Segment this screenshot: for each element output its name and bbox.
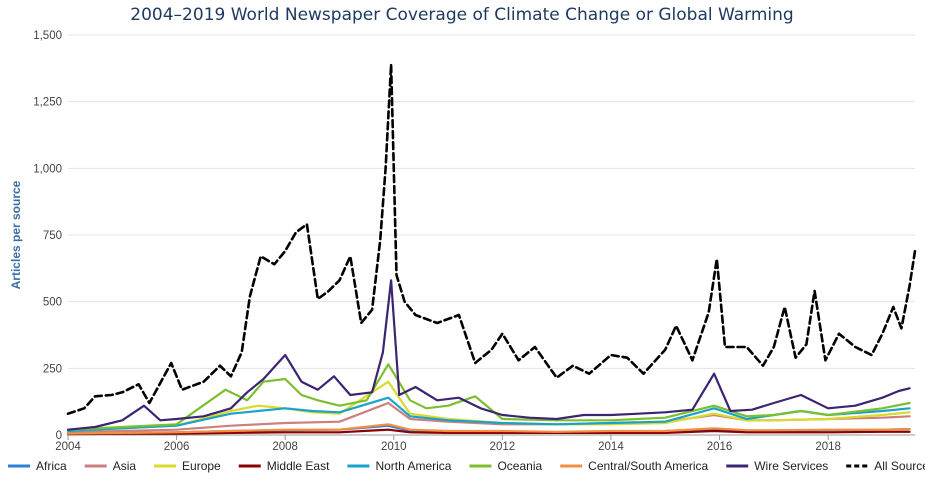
legend-item-north-america: North America xyxy=(347,459,452,473)
legend-item-central-south-america: Central/South America xyxy=(560,459,709,473)
series-layer xyxy=(66,63,917,436)
y-tick-label: 500 xyxy=(43,297,62,309)
series-line-middle-east xyxy=(66,428,911,436)
legend-label: North America xyxy=(375,459,451,473)
series-line-wire-services xyxy=(66,279,911,431)
legend-label: Africa xyxy=(36,459,67,473)
legend-label: Asia xyxy=(113,459,137,473)
axis-layer: 0 250 500 750 1,000 1,250 1,500 2004 2006 2008 201… xyxy=(33,30,915,453)
legend-label: Wire Services xyxy=(754,459,828,473)
x-tick-label: 2012 xyxy=(490,441,516,453)
legend-label: Middle East xyxy=(267,459,330,473)
legend-item-asia: Asia xyxy=(84,459,137,473)
legend-label: Europe xyxy=(182,459,221,473)
series-line-oceania xyxy=(66,363,911,431)
y-tick-label: 0 xyxy=(56,430,62,442)
legend-item-wire-services: Wire Services xyxy=(726,459,828,473)
x-tick-label: 2018 xyxy=(815,441,841,453)
x-tick-label: 2010 xyxy=(381,441,407,453)
series-line-all-sources-combined xyxy=(66,63,917,415)
x-tick-label: 2008 xyxy=(272,441,298,453)
y-tick-label: 1,500 xyxy=(33,30,62,42)
x-tick-label: 2006 xyxy=(164,441,190,453)
x-tick-label: 2004 xyxy=(55,441,81,453)
y-tick-label: 250 xyxy=(43,363,62,375)
y-tick-label: 750 xyxy=(43,230,62,242)
y-tick-label: 1,250 xyxy=(33,97,62,109)
legend-item-middle-east: Middle East xyxy=(238,459,330,473)
chart-title: 2004–2019 World Newspaper Coverage of Cl… xyxy=(130,5,793,25)
y-tick-label: 1,000 xyxy=(33,163,62,175)
x-tick-label: 2016 xyxy=(707,441,733,453)
legend-label: All Sources Combined xyxy=(874,459,925,473)
legend-item-europe: Europe xyxy=(154,459,221,473)
legend-label: Oceania xyxy=(497,459,542,473)
legend-item-africa: Africa xyxy=(8,459,67,473)
legend-item-all-sources-combined: All Sources Combined xyxy=(846,459,925,473)
grid-layer xyxy=(68,34,915,436)
series-line-central-south-america xyxy=(66,423,911,435)
legend: Africa Asia Europe Middle East North America… xyxy=(8,459,925,473)
legend-label: Central/South America xyxy=(588,459,708,473)
legend-item-oceania: Oceania xyxy=(469,459,542,473)
x-tick-label: 2014 xyxy=(598,441,624,453)
series-line-europe xyxy=(66,380,911,433)
y-axis-label: Articles per source xyxy=(9,180,23,289)
